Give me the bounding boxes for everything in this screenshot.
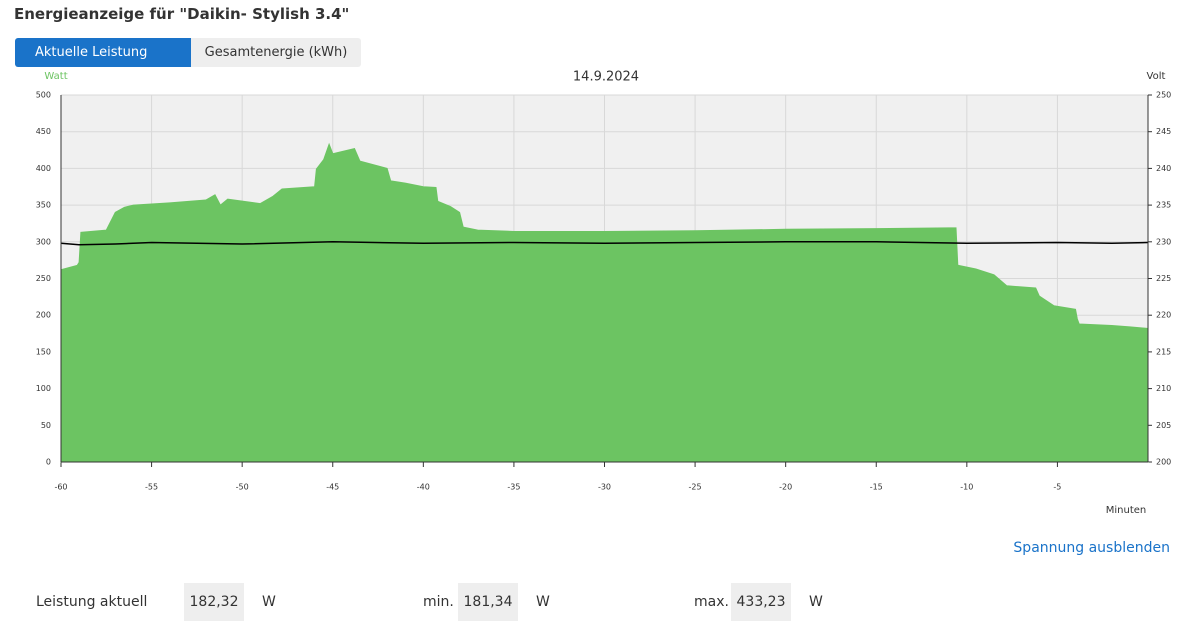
y-tick-label: 50 bbox=[41, 421, 51, 430]
stat-label: Leistung aktuell bbox=[36, 594, 148, 610]
stat-label: min. bbox=[423, 594, 454, 610]
y2-tick-label: 250 bbox=[1156, 91, 1171, 100]
y-tick-label: 100 bbox=[36, 384, 51, 393]
x-tick-label: -15 bbox=[870, 483, 883, 492]
x-tick-label: -40 bbox=[417, 483, 430, 492]
chart-title: 14.9.2024 bbox=[573, 70, 639, 85]
y-tick-label: 350 bbox=[36, 201, 51, 210]
toggle-voltage-link[interactable]: Spannung ausblenden bbox=[1013, 540, 1170, 556]
y2-tick-label: 225 bbox=[1156, 274, 1171, 283]
stat-unit: W bbox=[536, 594, 550, 610]
y-tick-label: 250 bbox=[36, 274, 51, 283]
x-tick-label: -5 bbox=[1053, 483, 1061, 492]
page-title: Energieanzeige für "Daikin- Stylish 3.4" bbox=[14, 5, 350, 23]
x-tick-label: -20 bbox=[779, 483, 792, 492]
x-tick-label: -30 bbox=[598, 483, 611, 492]
y2-tick-label: 230 bbox=[1156, 237, 1171, 246]
voltage-line bbox=[60, 241, 1149, 246]
stat-value: 181,34 bbox=[458, 583, 518, 621]
x-tick-label: -35 bbox=[507, 483, 520, 492]
y2-tick-label: 210 bbox=[1156, 384, 1171, 393]
y-tick-label: 450 bbox=[36, 127, 51, 136]
x-tick-label: -45 bbox=[326, 483, 339, 492]
stat-value: 433,23 bbox=[731, 583, 791, 621]
y-tick-label: 0 bbox=[46, 458, 51, 467]
tabs: Aktuelle Leistung (Watt) Gesamtenergie (… bbox=[15, 38, 361, 89]
y2-tick-label: 220 bbox=[1156, 311, 1171, 320]
x-tick-label: -55 bbox=[145, 483, 158, 492]
stat-unit: W bbox=[262, 594, 276, 610]
y-tick-label: 500 bbox=[36, 91, 51, 100]
y-tick-label: 200 bbox=[36, 311, 51, 320]
chart: 14.9.2024 Watt Volt Minuten 0 50 100 150 200… bbox=[36, 70, 1172, 517]
y2-tick-label: 240 bbox=[1156, 164, 1171, 173]
y2-tick-label: 215 bbox=[1156, 347, 1171, 356]
stat-label: max. bbox=[694, 594, 729, 610]
y-axis-label: Watt bbox=[44, 71, 67, 82]
power-area bbox=[60, 142, 1149, 463]
y-tick-label: 150 bbox=[36, 347, 51, 356]
y2-axis-label: Volt bbox=[1147, 71, 1166, 82]
tab[interactable]: Aktuelle Leistung (Watt) bbox=[15, 38, 191, 89]
x-axis-label: Minuten bbox=[1106, 505, 1147, 516]
stat-value: 182,32 bbox=[184, 583, 244, 621]
y2-tick-label: 200 bbox=[1156, 458, 1171, 467]
y2-tick-label: 205 bbox=[1156, 421, 1171, 430]
y-tick-label: 300 bbox=[36, 237, 51, 246]
x-tick-label: -50 bbox=[236, 483, 249, 492]
y2-tick-label: 235 bbox=[1156, 201, 1171, 210]
y-tick-label: 400 bbox=[36, 164, 51, 173]
y2-tick-label: 245 bbox=[1156, 127, 1171, 136]
x-tick-label: -25 bbox=[689, 483, 702, 492]
stat-unit: W bbox=[809, 594, 823, 610]
x-tick-label: -10 bbox=[960, 483, 973, 492]
tab[interactable]: Gesamtenergie (kWh) bbox=[191, 38, 361, 67]
x-tick-label: -60 bbox=[54, 483, 67, 492]
